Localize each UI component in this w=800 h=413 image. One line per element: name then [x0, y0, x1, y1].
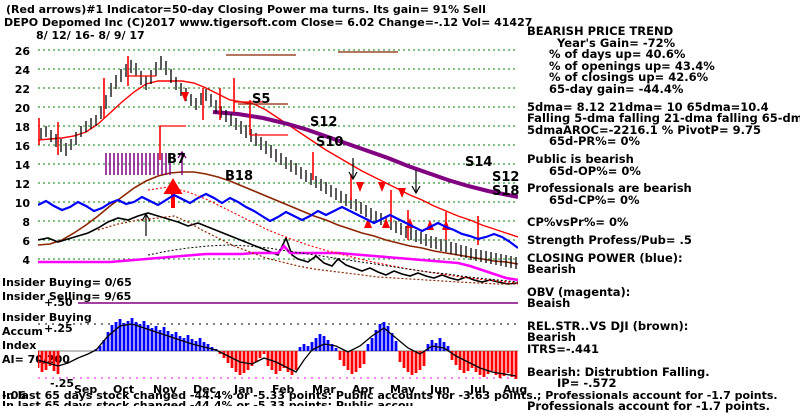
gain-65-day: 65-day gain= -44.4%: [549, 81, 684, 96]
price-axis-tick: 22: [14, 83, 30, 96]
op-65d: 65d-OP%= 0%: [549, 163, 641, 178]
ai-positive-bars: [94, 318, 450, 351]
status-line: In last 65 days stock changed -44.4% or …: [2, 389, 778, 402]
price-axis-tick: 18: [14, 121, 30, 134]
cp-65d: 65d-CP%= 0%: [549, 192, 640, 207]
month-label-jul: Jul: [470, 383, 486, 396]
moving-average-red: [38, 80, 518, 238]
price-bars: [40, 56, 517, 269]
obv-title: OBV (magenta):: [527, 284, 631, 299]
annotation-b18: B18: [225, 169, 253, 184]
month-label-apr: Apr: [352, 383, 374, 396]
cp-vs-pr: CP%vsPr%= 0%: [527, 215, 629, 230]
date-range-label: 8/ 12/ 16- 8/ 9/ 17: [36, 29, 145, 42]
price-axis-tick: 16: [14, 140, 30, 153]
years-gain: Year's Gain= -72%: [557, 35, 676, 50]
annotation-s14: S14: [465, 155, 493, 170]
purple-tick-cluster: [105, 150, 187, 175]
panel-title: BEARISH PRICE TREND: [527, 24, 674, 38]
month-label-sep: Sep: [74, 383, 98, 396]
accumulation-index-chart[interactable]: [38, 300, 518, 382]
price-chart[interactable]: [38, 40, 518, 285]
pct-openings-up: % of openings up= 43.4%: [549, 58, 715, 73]
insider-buying-label: Insider Buying= 0/65: [2, 276, 132, 289]
dma-values: 5dma= 8.12 21dma= 10 65dma=10.4: [527, 99, 769, 114]
month-label-jan: Jan: [234, 383, 254, 396]
annotation-s12: S12: [310, 115, 338, 130]
status-line-clipped: In last 65 days stock changed -44.4% or …: [2, 399, 414, 406]
annotation-s18: S18: [492, 184, 520, 199]
sell-arrow-black: [348, 158, 421, 195]
ai-negative-bars: [38, 351, 518, 379]
secondary-black-line: [38, 212, 518, 285]
month-label-aug: Aug: [503, 383, 528, 396]
sell-arrows: [181, 92, 406, 198]
price-axis-tick: 26: [14, 45, 30, 58]
annotation-b7: B7: [167, 152, 186, 167]
dma-trend: Falling 5-dma falling 21-dma falling 65-…: [527, 111, 800, 126]
itrs-value: ITRS=-.441: [527, 342, 600, 357]
price-axis-tick: 14: [14, 159, 30, 172]
insider-selling-label: Insider Selling= 9/65: [2, 290, 132, 303]
closing-power-value: Bearish: [527, 262, 576, 277]
professional-points: Professionals account for -1.7 points.: [527, 398, 770, 413]
annotation-s10: S10: [316, 135, 344, 150]
month-label-oct: Oct: [113, 383, 135, 396]
ip-value: IP= -.572: [557, 376, 617, 391]
rel-strength-title: REL.STR..VS DJI (brown):: [527, 318, 689, 333]
aroc-pivot: 5dmaAROC=-2216.1 % PivotP= 9.75: [527, 122, 761, 137]
month-label-mar: Mar: [312, 383, 336, 396]
price-axis-tick: 4: [22, 254, 30, 267]
month-label-jun: Jun: [430, 383, 450, 396]
price-axis-tick: 10: [14, 197, 30, 210]
indicator-headline: (Red arrows)#1 Indicator=50-day Closing …: [6, 3, 486, 16]
brown-dotted-overlay: [97, 215, 518, 285]
distribution-status: Bearish: Distrubtion Falling.: [527, 364, 710, 379]
insider-accum-title1: Insider Buying: [2, 311, 92, 324]
price-axis-tick: 8: [22, 216, 30, 229]
month-label-feb: Feb: [272, 383, 295, 396]
annotation-s5: S5: [252, 92, 271, 107]
moving-average-purple: [212, 110, 518, 199]
pct-closings-up: % of closings up= 42.6%: [549, 70, 709, 85]
price-axis-tick: 12: [14, 178, 30, 191]
indicator-axis-tick: +.50: [44, 296, 73, 309]
professional-sentiment: Professionals are bearish: [527, 181, 692, 196]
insider-accum-title2: Accum: [2, 325, 43, 338]
strength-ratio: Strength Profess/Pub= .5: [527, 232, 692, 247]
closing-power-line: [38, 192, 518, 249]
pct-days-up: % of days up= 40.6%: [549, 47, 686, 62]
public-sentiment: Public is bearish: [527, 151, 634, 166]
price-axis-tick: 6: [22, 235, 30, 248]
obv-value: Beaish: [527, 296, 571, 311]
ticker-summary-line: DEPO Depomed Inc (C)2017 www.tigersoft.c…: [4, 16, 533, 29]
analysis-panel: BEARISH PRICE TREND Year's Gain= -72% % …: [527, 24, 800, 413]
buy-arrow-small: [141, 212, 151, 236]
red-dotted-overlay: [147, 186, 518, 284]
closing-power-title: CLOSING POWER (blue):: [527, 250, 683, 265]
indicator-axis-tick: -.25: [50, 377, 75, 390]
price-axis-tick: 20: [14, 102, 30, 115]
indicator-last-value: -.06: [2, 389, 27, 402]
signal-sticks: [38, 56, 479, 245]
annotation-s12b: S12: [492, 170, 520, 185]
black-dotted-overlay: [147, 244, 518, 283]
insider-accum-title3: Index: [2, 339, 37, 352]
pr-65d: 65d-PR%= 0%: [549, 134, 640, 149]
month-label-dec: Dec: [193, 383, 217, 396]
rel-strength-value: Bearish: [527, 330, 576, 345]
price-axis-tick: 24: [14, 64, 30, 77]
month-label-nov: Nov: [153, 383, 177, 396]
ai-smoothed-line: [38, 323, 517, 377]
indicator-axis-tick: +.25: [44, 322, 73, 335]
month-label-may: May: [390, 383, 416, 396]
